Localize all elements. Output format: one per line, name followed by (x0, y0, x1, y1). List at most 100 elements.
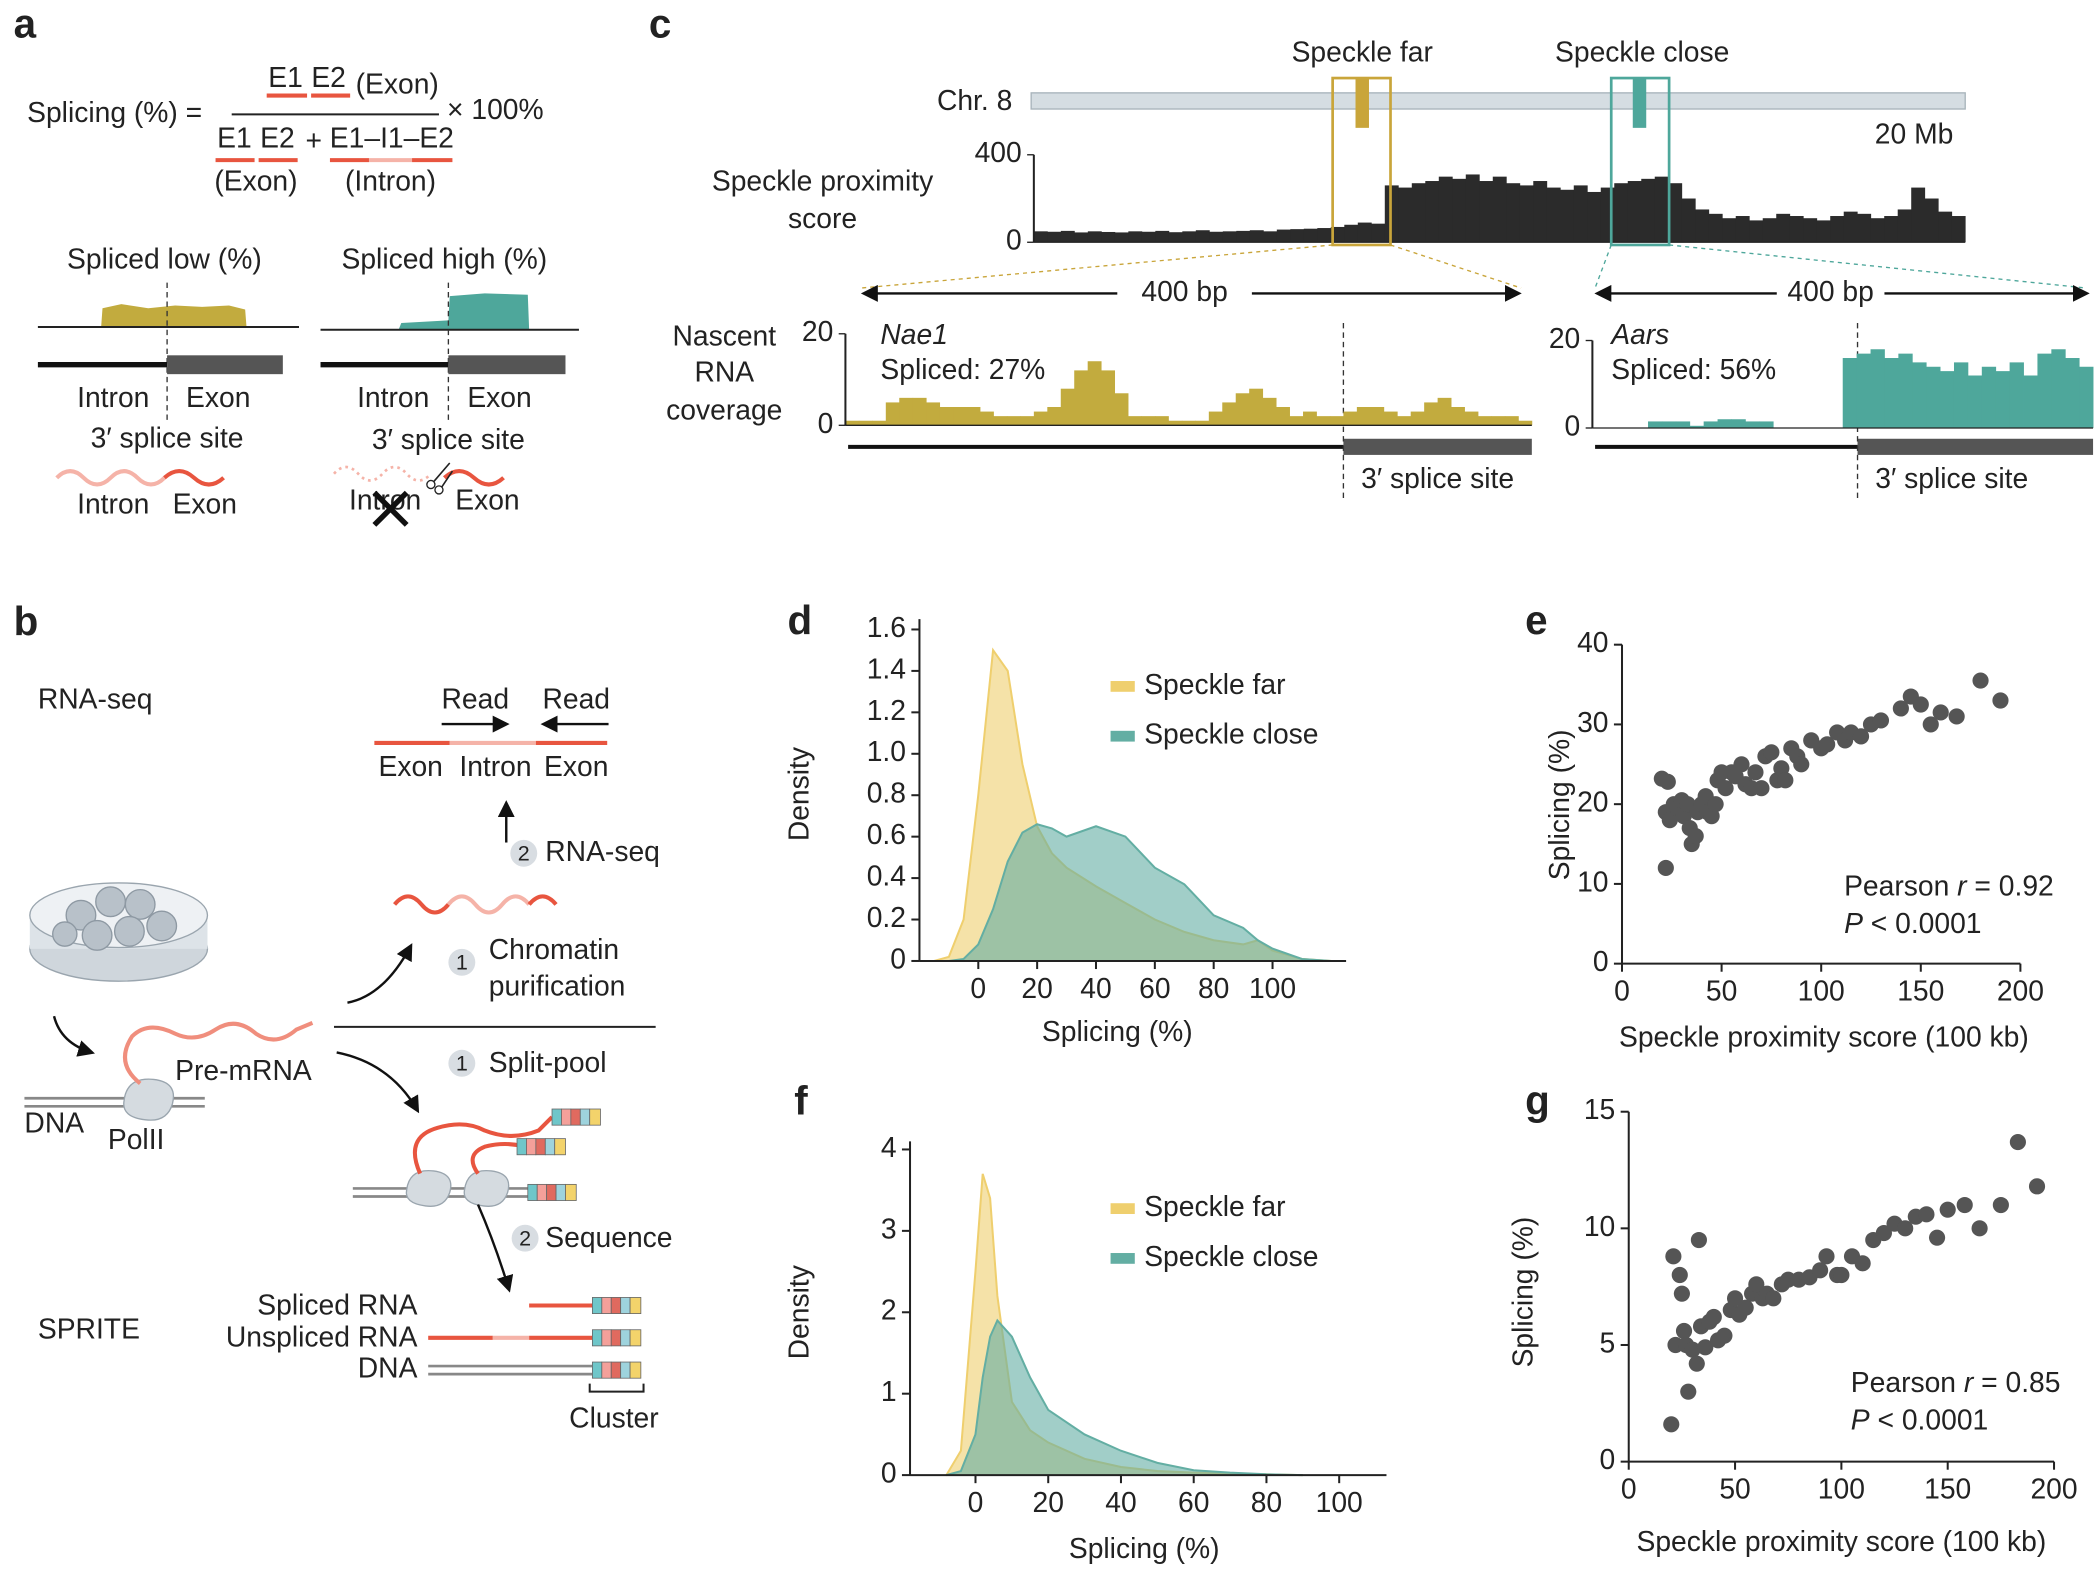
y-tick-label: 2 (881, 1294, 897, 1326)
x-tick-label: 20 (1021, 972, 1052, 1004)
intron-wave (332, 465, 432, 482)
track-bin (1938, 211, 1953, 243)
track-bin (1722, 218, 1737, 243)
track-bin (1789, 216, 1804, 243)
formula-term: (Intron) (345, 165, 436, 197)
coverage-bin (966, 406, 981, 426)
coverage-bin (1114, 393, 1129, 426)
track-label: Speckle proximity (712, 165, 934, 197)
coverage-bin (1410, 411, 1425, 426)
coverage-bin (1370, 406, 1385, 426)
step-arrow (476, 1204, 514, 1293)
scatter-point (1875, 1224, 1892, 1242)
coverage-bin (993, 416, 1008, 426)
x-tick-label: 60 (1178, 1486, 1209, 1518)
coverage-bin (1006, 416, 1021, 426)
coverage-bin (1289, 416, 1304, 426)
legend-label: Speckle close (1144, 718, 1318, 750)
annotation: Pearson r = 0.85 (1851, 1366, 2061, 1398)
x-tick-label: 150 (1897, 975, 1944, 1007)
y-tick-label: 1.2 (867, 694, 906, 726)
region-marker (1632, 78, 1647, 128)
x-tick-label: 200 (2030, 1473, 2077, 1505)
zoom-line (1390, 244, 1522, 289)
y-tick-label: 20 (802, 315, 833, 347)
gene-name: Nae1 (880, 318, 948, 350)
coverage-bin (1661, 421, 1677, 428)
track-bin (1141, 231, 1156, 243)
step-badge (448, 948, 476, 976)
annotation-run: < 0.0001 (1870, 1404, 1989, 1436)
coverage-bin (2065, 358, 2080, 428)
cluster-label: Cluster (569, 1401, 658, 1433)
track-bin (1587, 191, 1602, 243)
annotation-run: = 0.85 (1973, 1366, 2060, 1398)
scatter-point (1939, 1201, 1956, 1218)
coverage-bin (1208, 411, 1223, 426)
coverage-bin (1020, 416, 1035, 426)
legend-swatch (1110, 1253, 1135, 1264)
x-tick-label: 50 (1719, 1473, 1750, 1505)
track-bin (1924, 198, 1939, 243)
coverage-bin (899, 397, 914, 426)
exon-wave (393, 894, 450, 915)
track-bin (1290, 229, 1305, 243)
exon-label: Exon (173, 488, 237, 520)
petri-dish (29, 882, 209, 982)
y-tick-label: 0.4 (867, 860, 906, 892)
formula-term: (Exon) (214, 165, 297, 197)
track-bin (1074, 232, 1089, 243)
coverage-bin (980, 411, 994, 426)
chromosome (1030, 92, 1966, 110)
track-bin (1263, 231, 1278, 243)
track-bin (1317, 228, 1332, 243)
scatter-point (1684, 1341, 1701, 1358)
exon-bar (1343, 438, 1532, 455)
track-bin (1681, 198, 1696, 243)
site-label: 3′ splice site (91, 422, 244, 454)
step-badge (510, 839, 538, 867)
region-marker (1355, 78, 1369, 128)
y-tick-label: 20 (1577, 786, 1608, 818)
intron-label: Intron (77, 488, 149, 520)
x-axis-label: Splicing (%) (1042, 1015, 1193, 1047)
coverage-bin (1424, 402, 1439, 426)
chart: e Pearson r = 0.92 P < 0.0001 0 10 20 30 40 0 50 1… (1525, 597, 2054, 1053)
coverage-bin (2009, 362, 2024, 428)
step-badge (448, 1049, 476, 1077)
scatter-point (1777, 772, 1794, 789)
scatter-point (1747, 764, 1764, 781)
coverage-bin (1249, 388, 1264, 426)
sprite-cluster (352, 1108, 601, 1207)
formula-lhs: Splicing (%) = (27, 96, 202, 128)
track-bin (1087, 231, 1102, 243)
pol-label: PolII (108, 1123, 165, 1155)
track-bin (1209, 231, 1224, 243)
coverage-bin (1995, 371, 2011, 428)
scatter-point (1726, 1290, 1744, 1307)
coverage-bin (1276, 406, 1290, 426)
pre-mrna-label: Pre-mRNA (175, 1054, 312, 1086)
legend-label: Speckle far (1144, 1190, 1285, 1222)
scatter-point (1657, 859, 1674, 877)
coverage-bin (1316, 416, 1331, 426)
scatter-point (1671, 1266, 1688, 1284)
track-bin (1519, 185, 1534, 243)
zoom-line (861, 244, 1333, 289)
y-tick-label: 0 (890, 942, 906, 974)
step-text: RNA-seq (545, 835, 660, 867)
y-tick-label: 1.4 (867, 652, 906, 684)
density-line (946, 1318, 1303, 1477)
track-bin (1222, 231, 1237, 243)
row-label: DNA (358, 1352, 418, 1384)
scatter-point (1833, 1266, 1850, 1284)
step-number: 1 (456, 950, 468, 974)
scale-label: 20 Mb (1875, 117, 1954, 149)
track-bin (1357, 222, 1372, 243)
formula-term: E2 (260, 121, 295, 153)
coverage-bin (1101, 370, 1116, 426)
coverage-bin (953, 406, 967, 426)
formula-term: E2 (311, 61, 346, 93)
exon-wave (527, 894, 558, 906)
